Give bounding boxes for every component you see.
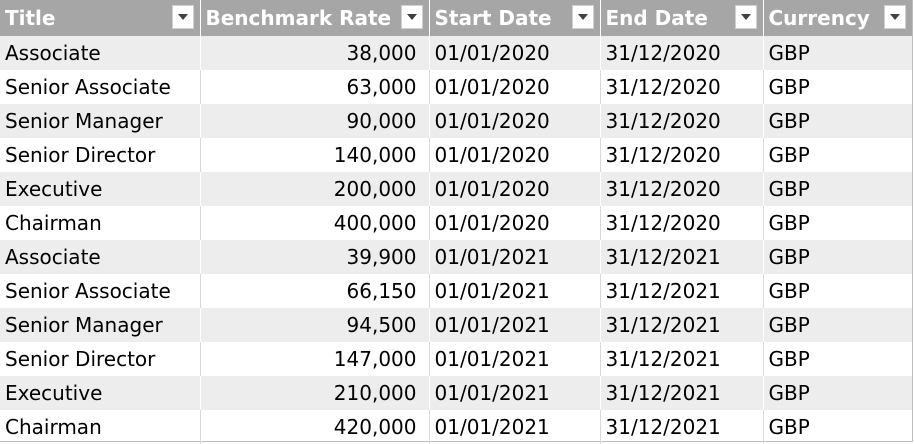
cell-end-date[interactable]: 31/12/2020 bbox=[600, 36, 764, 70]
cell-currency[interactable]: GBP bbox=[763, 240, 912, 274]
filter-dropdown-button[interactable] bbox=[571, 5, 594, 29]
cell-end-date[interactable]: 31/12/2021 bbox=[600, 342, 764, 376]
cell-title[interactable]: Executive bbox=[0, 172, 201, 206]
cell-benchmark-rate[interactable]: 140,000 bbox=[200, 138, 430, 172]
column-header-label: Benchmark Rate bbox=[205, 6, 392, 30]
cell-benchmark-rate[interactable]: 420,000 bbox=[200, 410, 430, 444]
filter-dropdown-button[interactable] bbox=[400, 5, 423, 29]
cell-currency[interactable]: GBP bbox=[768, 75, 810, 99]
dropdown-arrow-icon bbox=[177, 14, 188, 20]
table-row: Senior Director 140,000 01/01/2020 31/12… bbox=[0, 138, 912, 172]
table-row: Senior Manager 90,000 01/01/2020 31/12/2… bbox=[0, 104, 912, 138]
filter-dropdown-button[interactable] bbox=[171, 5, 194, 29]
dropdown-arrow-icon bbox=[577, 14, 588, 20]
table-row: Senior Associate 63,000 01/01/2020 31/12… bbox=[0, 70, 912, 104]
cell-start-date[interactable]: 01/01/2020 bbox=[429, 36, 601, 70]
cell-currency[interactable]: GBP bbox=[763, 104, 912, 138]
cell-benchmark-rate[interactable]: 38,000 bbox=[200, 36, 430, 70]
cell-title[interactable]: Executive bbox=[0, 376, 201, 410]
cell-start-date[interactable]: 01/01/2021 bbox=[429, 410, 601, 444]
cell-start-date[interactable]: 01/01/2021 bbox=[429, 274, 601, 308]
cell-benchmark-rate[interactable]: 94,500 bbox=[200, 308, 430, 342]
cell-benchmark-rate[interactable]: 63,000 bbox=[200, 70, 430, 104]
column-header-title[interactable]: Title bbox=[0, 0, 201, 36]
cell-end-date[interactable]: 31/12/2021 bbox=[600, 308, 764, 342]
cell-title[interactable]: Senior Associate bbox=[0, 274, 201, 308]
cell-currency[interactable]: GBP bbox=[763, 376, 912, 410]
cell-end-date[interactable]: 31/12/2020 bbox=[600, 138, 764, 172]
cell-benchmark-rate[interactable]: 66,150 bbox=[200, 274, 430, 308]
table-row: Senior Director 147,000 01/01/2021 31/12… bbox=[0, 342, 912, 376]
cell-benchmark-rate[interactable]: 90,000 bbox=[200, 104, 430, 138]
cell-end-date[interactable]: 31/12/2020 bbox=[600, 104, 764, 138]
cell-currency[interactable]: GBP bbox=[768, 415, 810, 439]
cell-end-date[interactable]: 31/12/2021 bbox=[600, 410, 764, 444]
cell-title[interactable]: Chairman bbox=[0, 206, 201, 240]
cell-title[interactable]: Senior Manager bbox=[0, 104, 201, 138]
column-header-label: Title bbox=[5, 6, 56, 30]
table-row: Chairman 400,000 01/01/2020 31/12/2020 G… bbox=[0, 206, 912, 240]
cell-start-date[interactable]: 01/01/2020 bbox=[429, 104, 601, 138]
cell-title[interactable]: Senior Manager bbox=[0, 308, 201, 342]
table-row: Associate 39,900 01/01/2021 31/12/2021 G… bbox=[0, 240, 912, 274]
filter-dropdown-button[interactable] bbox=[734, 5, 757, 29]
cell-currency[interactable]: GBP bbox=[763, 308, 912, 342]
cell-start-date[interactable]: 01/01/2021 bbox=[429, 240, 601, 274]
cell-currency[interactable]: GBP bbox=[768, 347, 810, 371]
cell-benchmark-rate[interactable]: 210,000 bbox=[200, 376, 430, 410]
cell-end-date[interactable]: 31/12/2021 bbox=[600, 376, 764, 410]
cell-currency[interactable]: GBP bbox=[763, 36, 912, 70]
cell-start-date[interactable]: 01/01/2020 bbox=[429, 172, 601, 206]
filter-dropdown-button[interactable] bbox=[884, 5, 906, 29]
table-row: Executive 210,000 01/01/2021 31/12/2021 … bbox=[0, 376, 912, 410]
column-header-benchmark-rate[interactable]: Benchmark Rate bbox=[200, 0, 430, 36]
cell-end-date[interactable]: 31/12/2020 bbox=[600, 70, 764, 104]
column-header-end-date[interactable]: End Date bbox=[600, 0, 764, 36]
cell-end-date[interactable]: 31/12/2021 bbox=[600, 240, 764, 274]
cell-start-date[interactable]: 01/01/2021 bbox=[429, 308, 601, 342]
cell-end-date[interactable]: 31/12/2020 bbox=[600, 172, 764, 206]
table-row: Senior Associate 66,150 01/01/2021 31/12… bbox=[0, 274, 912, 308]
column-header-currency[interactable]: Currency bbox=[763, 0, 912, 36]
header-row: Title Benchmark Rate Start Date bbox=[0, 0, 912, 36]
column-header-start-date[interactable]: Start Date bbox=[429, 0, 601, 36]
cell-start-date[interactable]: 01/01/2021 bbox=[429, 376, 601, 410]
cell-start-date[interactable]: 01/01/2020 bbox=[429, 70, 601, 104]
cell-benchmark-rate[interactable]: 147,000 bbox=[200, 342, 430, 376]
table-row: Executive 200,000 01/01/2020 31/12/2020 … bbox=[0, 172, 912, 206]
cell-title[interactable]: Senior Associate bbox=[0, 70, 201, 104]
cell-title[interactable]: Associate bbox=[0, 36, 201, 70]
cell-benchmark-rate[interactable]: 39,900 bbox=[200, 240, 430, 274]
cell-end-date[interactable]: 31/12/2020 bbox=[600, 206, 764, 240]
column-header-label: End Date bbox=[605, 6, 708, 30]
dropdown-arrow-icon bbox=[406, 14, 417, 20]
cell-currency[interactable]: GBP bbox=[768, 279, 810, 303]
dropdown-arrow-icon bbox=[740, 14, 751, 20]
cell-title[interactable]: Senior Director bbox=[0, 138, 201, 172]
cell-end-date[interactable]: 31/12/2021 bbox=[600, 274, 764, 308]
cell-benchmark-rate[interactable]: 400,000 bbox=[200, 206, 430, 240]
cell-start-date[interactable]: 01/01/2020 bbox=[429, 138, 601, 172]
cell-title[interactable]: Senior Director bbox=[0, 342, 201, 376]
cell-start-date[interactable]: 01/01/2020 bbox=[429, 206, 601, 240]
column-header-label: Currency bbox=[768, 6, 870, 30]
cell-title[interactable]: Associate bbox=[0, 240, 201, 274]
cell-currency[interactable]: GBP bbox=[768, 143, 810, 167]
dropdown-arrow-icon bbox=[890, 14, 900, 20]
column-header-label: Start Date bbox=[434, 6, 552, 30]
cell-currency[interactable]: GBP bbox=[763, 172, 912, 206]
table-row: Chairman 420,000 01/01/2021 31/12/2021 G… bbox=[0, 410, 912, 444]
cell-start-date[interactable]: 01/01/2021 bbox=[429, 342, 601, 376]
cell-title[interactable]: Chairman bbox=[0, 410, 201, 444]
table-row: Senior Manager 94,500 01/01/2021 31/12/2… bbox=[0, 308, 912, 342]
cell-currency[interactable]: GBP bbox=[768, 211, 810, 235]
cell-benchmark-rate[interactable]: 200,000 bbox=[200, 172, 430, 206]
table-row: Associate 38,000 01/01/2020 31/12/2020 G… bbox=[0, 36, 912, 70]
